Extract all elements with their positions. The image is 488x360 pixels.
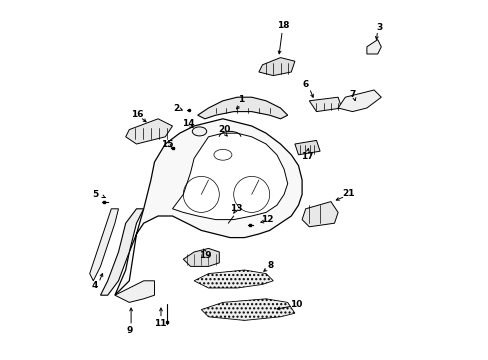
Ellipse shape xyxy=(213,149,231,160)
Text: 3: 3 xyxy=(376,23,382,32)
Text: 21: 21 xyxy=(341,189,354,198)
Polygon shape xyxy=(302,202,337,227)
Polygon shape xyxy=(294,140,320,155)
Polygon shape xyxy=(366,40,381,54)
Text: 6: 6 xyxy=(302,80,308,89)
Polygon shape xyxy=(337,90,381,112)
Polygon shape xyxy=(194,270,273,288)
Text: 5: 5 xyxy=(92,190,98,199)
Polygon shape xyxy=(125,119,172,144)
Polygon shape xyxy=(309,97,341,112)
Text: 15: 15 xyxy=(161,140,173,149)
Polygon shape xyxy=(89,209,118,281)
Text: 2: 2 xyxy=(173,104,179,113)
Polygon shape xyxy=(115,281,154,302)
Text: 7: 7 xyxy=(348,90,355,99)
Text: 16: 16 xyxy=(131,110,143,119)
Text: 17: 17 xyxy=(301,152,313,161)
Text: 1: 1 xyxy=(237,95,244,104)
Text: 8: 8 xyxy=(267,261,273,270)
Text: 12: 12 xyxy=(260,215,272,224)
Polygon shape xyxy=(172,133,287,220)
Text: 18: 18 xyxy=(277,22,289,31)
Ellipse shape xyxy=(192,127,206,136)
Text: 19: 19 xyxy=(199,251,211,260)
Text: 14: 14 xyxy=(182,119,195,128)
Text: 10: 10 xyxy=(290,300,302,309)
Polygon shape xyxy=(258,58,294,76)
Polygon shape xyxy=(115,119,302,295)
Text: 11: 11 xyxy=(153,320,166,328)
Text: 9: 9 xyxy=(126,326,133,335)
Text: 4: 4 xyxy=(92,281,98,289)
Polygon shape xyxy=(183,248,219,266)
Polygon shape xyxy=(101,209,143,295)
Polygon shape xyxy=(197,97,287,119)
Text: 13: 13 xyxy=(230,204,243,212)
Polygon shape xyxy=(201,299,294,320)
Text: 20: 20 xyxy=(217,125,230,134)
